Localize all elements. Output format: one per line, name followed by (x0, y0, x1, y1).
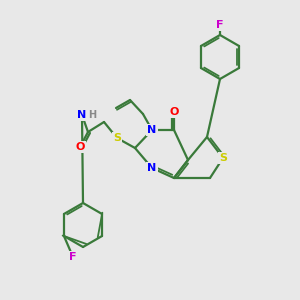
Text: N: N (147, 163, 157, 173)
Text: O: O (75, 142, 85, 152)
Text: H: H (88, 110, 96, 120)
Text: N: N (147, 125, 157, 135)
Text: F: F (216, 20, 224, 30)
Text: F: F (69, 252, 77, 262)
Text: N: N (77, 110, 87, 120)
Text: O: O (169, 107, 179, 117)
Text: S: S (219, 153, 227, 163)
Text: S: S (113, 133, 121, 143)
